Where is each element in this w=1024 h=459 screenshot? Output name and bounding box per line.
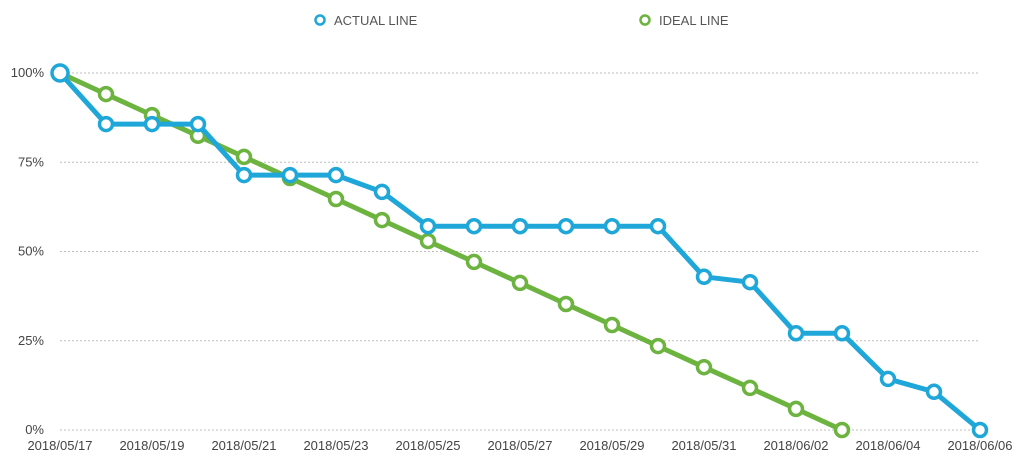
data-point-actual bbox=[97, 115, 115, 133]
data-point-actual bbox=[971, 421, 989, 439]
series-line-ideal bbox=[57, 70, 845, 433]
legend-marker-actual bbox=[314, 14, 326, 26]
data-point-actual bbox=[925, 383, 943, 401]
x-tick-label: 2018/05/25 bbox=[395, 438, 460, 453]
data-point-actual bbox=[511, 217, 529, 235]
data-point-actual bbox=[143, 115, 161, 133]
data-point-actual bbox=[557, 217, 575, 235]
data-point-actual bbox=[649, 217, 667, 235]
data-point-actual bbox=[281, 166, 299, 184]
x-tick-label: 2018/06/06 bbox=[947, 438, 1012, 453]
legend-marker-ideal bbox=[639, 14, 651, 26]
data-point-ideal bbox=[557, 295, 575, 313]
legend: ACTUAL LINE IDEAL LINE bbox=[314, 13, 729, 28]
data-point-actual bbox=[465, 217, 483, 235]
series-layer bbox=[50, 63, 989, 439]
data-point-ideal bbox=[373, 211, 391, 229]
y-tick-label: 100% bbox=[11, 65, 45, 80]
x-tick-label: 2018/05/29 bbox=[579, 438, 644, 453]
data-point-actual bbox=[879, 370, 897, 388]
data-point-actual bbox=[189, 115, 207, 133]
data-point-ideal bbox=[649, 337, 667, 355]
data-point-ideal bbox=[833, 421, 851, 439]
data-point-ideal bbox=[235, 148, 253, 166]
data-point-actual bbox=[741, 273, 759, 291]
data-point-actual bbox=[787, 325, 805, 342]
y-tick-label: 75% bbox=[18, 154, 44, 169]
y-tick-label: 50% bbox=[18, 244, 44, 259]
data-point-ideal bbox=[511, 274, 529, 292]
data-point-actual bbox=[373, 183, 391, 201]
data-point-actual bbox=[833, 325, 851, 342]
data-point-ideal bbox=[695, 358, 713, 376]
x-tick-label: 2018/06/04 bbox=[855, 438, 920, 453]
legend-label-actual: ACTUAL LINE bbox=[334, 13, 418, 28]
x-tick-label: 2018/05/21 bbox=[211, 438, 276, 453]
data-point-ideal bbox=[419, 232, 437, 250]
x-tick-label: 2018/05/17 bbox=[27, 438, 92, 453]
y-tick-label: 25% bbox=[18, 333, 44, 348]
data-point-ideal bbox=[741, 379, 759, 397]
data-point-actual bbox=[695, 268, 713, 286]
data-point-actual bbox=[50, 63, 70, 83]
x-tick-label: 2018/05/19 bbox=[119, 438, 184, 453]
x-tick-label: 2018/05/23 bbox=[303, 438, 368, 453]
data-point-ideal bbox=[787, 400, 805, 418]
data-point-ideal bbox=[327, 190, 345, 208]
axis-layer: 0% 25% 50% 75% 100% 2018/05/17 2018/05/19 2018/… bbox=[11, 65, 1013, 453]
y-tick-label: 0% bbox=[25, 422, 44, 437]
data-point-ideal bbox=[97, 85, 115, 103]
data-point-actual bbox=[419, 217, 437, 235]
data-point-ideal bbox=[603, 316, 621, 334]
grid-layer bbox=[60, 72, 980, 431]
x-tick-label: 2018/05/31 bbox=[671, 438, 736, 453]
legend-label-ideal: IDEAL LINE bbox=[659, 13, 729, 28]
x-tick-label: 2018/05/27 bbox=[487, 438, 552, 453]
data-point-actual bbox=[327, 166, 345, 184]
data-point-actual bbox=[603, 217, 621, 235]
data-point-ideal bbox=[465, 253, 483, 271]
data-point-actual bbox=[235, 166, 253, 184]
x-tick-label: 2018/06/02 bbox=[763, 438, 828, 453]
